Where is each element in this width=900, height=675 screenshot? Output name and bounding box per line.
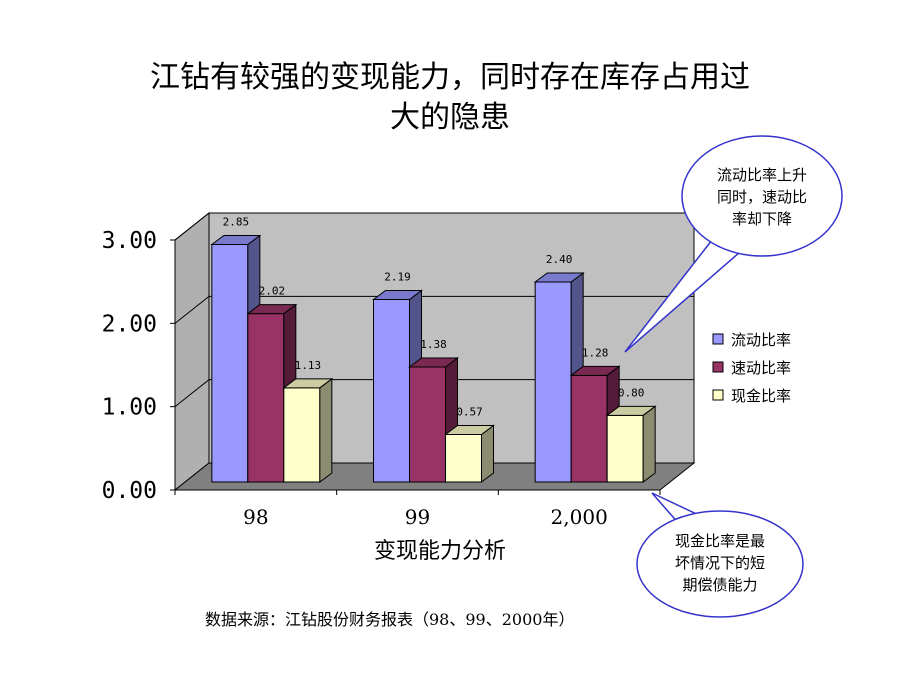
- value-label: 2.85: [223, 216, 250, 229]
- value-label: 0.80: [618, 386, 645, 399]
- bar-side: [319, 377, 333, 483]
- value-label: 2.02: [259, 285, 286, 298]
- y-tick-label: 3.00: [102, 228, 157, 254]
- slide-title: 江钻有较强的变现能力，同时存在库存占用过 大的隐患: [80, 58, 820, 138]
- legend-swatch: [712, 333, 724, 345]
- x-tick-label: 99: [405, 505, 430, 529]
- legend-label: 速动比率: [731, 359, 791, 377]
- bar-top: [605, 405, 657, 416]
- gridline: [174, 212, 694, 241]
- bar-top: [282, 378, 334, 389]
- callout-text-line: 同时，速动比: [717, 188, 807, 206]
- bar-front: [570, 374, 608, 483]
- bar-top: [408, 357, 459, 368]
- callout-text-line: 现金比率是最: [675, 532, 765, 550]
- bar-top: [210, 235, 262, 245]
- data-source-note: 数据来源：江钻股份财务报表（98、99、2000年）: [205, 610, 575, 629]
- callout-bubble: [681, 135, 843, 257]
- y-tick-label: 0.00: [102, 478, 157, 504]
- gridline: [174, 295, 694, 324]
- callout-text-line: 坏情况下的短: [675, 554, 765, 572]
- bar-top: [372, 290, 423, 300]
- value-label: 1.28: [582, 346, 609, 359]
- bar-front: [211, 244, 249, 483]
- legend-swatch: [712, 389, 724, 401]
- callout-text-line: 流动比率上升: [717, 166, 807, 184]
- bar-front: [445, 434, 482, 483]
- bar-top: [444, 425, 495, 435]
- gridline: [174, 379, 694, 408]
- x-tick-label: 98: [243, 505, 268, 529]
- y-tick-label: 1.00: [102, 395, 157, 421]
- bar-front: [534, 281, 572, 483]
- bar-现金比率-2,000: [605, 405, 657, 483]
- legend-label: 现金比率: [731, 387, 791, 405]
- bar-front: [373, 299, 410, 483]
- slide-title-line-2: 大的隐患: [390, 100, 510, 135]
- bar-top: [246, 304, 298, 315]
- value-label: 0.57: [456, 406, 483, 419]
- legend-swatch: [712, 361, 724, 373]
- bar-side: [642, 405, 656, 483]
- side-wall: [174, 211, 210, 492]
- bar-现金比率-98: [282, 377, 334, 483]
- legend-label: 流动比率: [731, 331, 791, 349]
- callout-text-line: 率却下降: [732, 210, 792, 228]
- callout-text-line: 期偿债能力: [682, 576, 757, 594]
- x-axis: 98 99 2,000: [174, 490, 661, 529]
- bar-现金比率-99: [444, 424, 495, 483]
- slide-title-line-1: 江钻有较强的变现能力，同时存在库存占用过: [150, 60, 750, 95]
- bar-front: [283, 387, 321, 483]
- y-axis: 0.00 1.00 2.00 3.00: [102, 228, 176, 504]
- value-labels: 2.85 2.02 1.13 2.19 1.38 0.57 2.40 1.28 0.80: [223, 216, 645, 419]
- bar-top: [533, 272, 585, 283]
- x-axis-title: 变现能力分析: [374, 539, 506, 564]
- bar-top: [569, 365, 621, 376]
- value-label: 1.38: [420, 338, 447, 351]
- callout-bubble: [636, 510, 804, 618]
- chart-bars: [210, 234, 657, 483]
- chart-gridlines: [174, 212, 694, 408]
- y-tick-label: 2.00: [102, 311, 157, 337]
- bar-front: [247, 313, 285, 483]
- x-tick-label: 2,000: [551, 505, 608, 529]
- value-label: 2.19: [384, 271, 411, 284]
- bar-side: [481, 424, 494, 483]
- bar-front: [409, 366, 446, 483]
- value-label: 2.40: [546, 253, 573, 266]
- bar-front: [606, 414, 644, 483]
- value-label: 1.13: [295, 359, 322, 372]
